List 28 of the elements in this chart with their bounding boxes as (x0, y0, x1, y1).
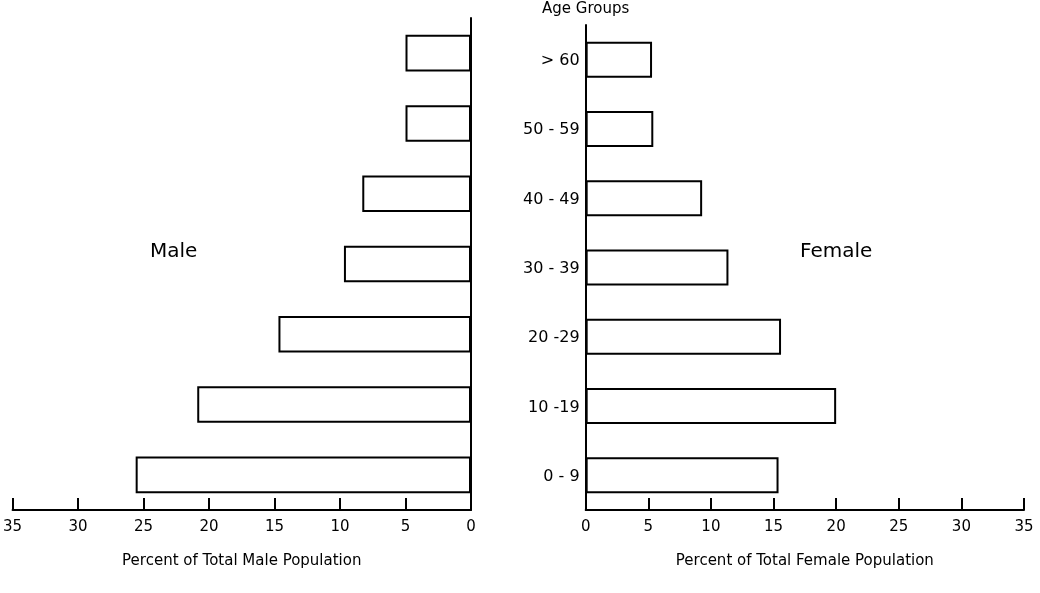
x-tick-label: 30 (68, 516, 88, 535)
y-tick-label: 10 -19 (528, 396, 580, 416)
x-tick-label: 5 (400, 516, 411, 535)
x-tick-label: 30 (951, 516, 971, 535)
x-tick-label: 20 (826, 516, 846, 535)
x-tick-label: 0 (580, 516, 591, 535)
x-tick-label: 0 (466, 516, 476, 535)
x-tick-label: 25 (889, 516, 909, 535)
x-tick-label: 10 (330, 516, 350, 535)
y-tick-label: > 60 (540, 50, 580, 70)
x-tick-label: 5 (643, 516, 654, 535)
text: Female (800, 238, 873, 262)
x-axis-title: Percent of Total Male Population (122, 550, 362, 569)
x-tick-label: 25 (133, 516, 154, 535)
y-tick-label: 0 - 9 (543, 465, 580, 485)
x-tick-label: 20 (199, 516, 219, 535)
x-tick-label: 15 (264, 516, 285, 535)
y-tick-label: 20 -29 (528, 327, 580, 347)
x-tick-label: 35 (1014, 516, 1034, 535)
y-tick-label: 30 - 39 (522, 258, 580, 277)
y-axis-title: Age Groups (542, 0, 630, 17)
x-tick-label: 10 (701, 516, 721, 535)
y-tick-label: 50 - 59 (522, 119, 580, 139)
y-tick-label: 40 - 49 (522, 188, 580, 208)
x-axis-title: Percent of Total Female Population (675, 550, 934, 569)
x-tick-label: 15 (763, 516, 784, 535)
x-tick-label: 35 (3, 516, 23, 535)
text: Male (150, 238, 198, 262)
